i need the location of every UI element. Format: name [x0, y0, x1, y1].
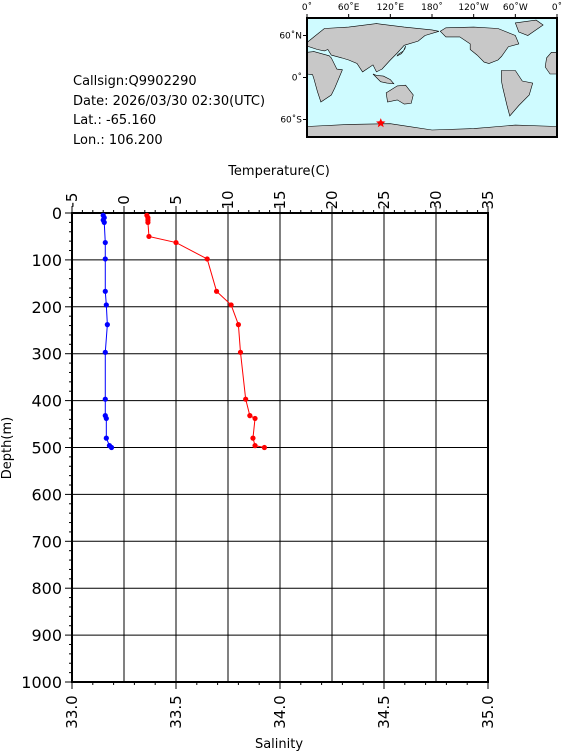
salinity-point [104, 322, 110, 328]
salinity-profile-line [102, 215, 112, 448]
salinity-point [102, 349, 108, 355]
temperature-point [204, 256, 210, 262]
depth-tick-label: 600 [31, 485, 62, 504]
temperature-tick-label: 15 [271, 190, 289, 209]
chart-series [100, 212, 267, 451]
callsign-text: Callsign:Q9902290 [73, 74, 197, 89]
map-lon-label: 60˚E [338, 2, 360, 13]
map-lat-label: 60˚S [280, 115, 302, 126]
temperature-profile-line [146, 215, 265, 448]
salinity-point [103, 415, 109, 422]
temperature-point [261, 444, 267, 451]
temperature-point [252, 415, 258, 422]
temperature-point [243, 396, 249, 402]
temperature-axis-label: Temperature(C) [227, 164, 330, 179]
latitude-text: Lat.: -65.160 [73, 113, 157, 128]
temperature-point [146, 233, 152, 240]
depth-tick-label: 700 [31, 532, 62, 551]
temperature-point [228, 302, 234, 308]
salinity-point [102, 396, 108, 402]
japan-landmass [396, 45, 406, 57]
temperature-point [235, 322, 241, 328]
depth-tick-label: 300 [31, 345, 62, 364]
temperature-tick-label: 20 [323, 190, 341, 209]
eurasia-landmass [306, 23, 440, 73]
map-lat-label: 0˚ [292, 73, 302, 84]
salinity-point [102, 256, 108, 262]
temperature-point [252, 443, 258, 449]
temperature-point [213, 288, 220, 294]
map-lon-label: 60˚W [503, 2, 528, 13]
chart-axes: -5 0 5 10 15 20 25 30 35010020030040050060070080… [21, 190, 497, 728]
greenland-landmass [514, 19, 544, 36]
chart-grid [72, 213, 488, 682]
longitude-text: Lon.: 106.200 [73, 132, 163, 148]
salinity-point [101, 219, 107, 225]
north-america-landmass [439, 26, 520, 64]
date-text: Date: 2026/03/30 02:30(UTC) [73, 93, 266, 109]
temperature-point [247, 413, 253, 419]
salinity-point [102, 288, 108, 294]
salinity-tick-label: 33.5 [167, 695, 185, 728]
plot-frame [71, 212, 489, 683]
salinity-tick-label: 34.0 [271, 695, 289, 728]
map-lon-label: 120˚E [377, 2, 405, 13]
temperature-tick-label: 35 [479, 190, 497, 209]
temperature-tick-label: -5 [63, 193, 81, 208]
salinity-axis-label: Salinity [255, 737, 303, 751]
map-lon-label: 0˚ [552, 2, 562, 13]
south-america-landmass [501, 70, 534, 117]
africa-landmass [306, 51, 343, 103]
salinity-tick-label: 34.5 [375, 695, 393, 728]
depth-tick-label: 200 [31, 298, 62, 317]
salinity-point [108, 444, 115, 451]
temperature-tick-label: 10 [219, 190, 237, 209]
station-marker-star-icon [376, 118, 386, 128]
indonesia-landmass [372, 73, 395, 85]
temperature-tick-label: 30 [427, 190, 445, 209]
temperature-point [237, 349, 244, 355]
salinity-point [103, 435, 109, 441]
depth-tick-label: 1000 [21, 673, 62, 692]
temperature-point [250, 435, 256, 441]
temperature-tick-label: 25 [375, 190, 393, 209]
depth-tick-label: 900 [31, 626, 62, 645]
depth-tick-label: 800 [31, 579, 62, 598]
temperature-tick-label: 5 [167, 195, 185, 205]
temperature-point [145, 219, 151, 225]
salinity-tick-label: 33.0 [63, 695, 81, 728]
depth-axis-label: Depth(m) [0, 417, 15, 479]
temperature-point [173, 239, 179, 246]
salinity-tick-label: 35.0 [479, 695, 497, 728]
depth-tick-label: 100 [31, 251, 62, 270]
map-lon-label: 0˚ [302, 2, 312, 13]
australia-landmass [385, 84, 414, 105]
station-info: Callsign:Q9902290 Date: 2026/03/30 02:30… [73, 72, 265, 150]
depth-tick-label: 500 [31, 439, 62, 458]
depth-tick-label: 0 [52, 204, 62, 223]
map-lon-label: 120˚W [458, 2, 489, 13]
map-lon-label: 180˚ [421, 2, 443, 13]
salinity-point [102, 239, 108, 246]
salinity-point [103, 302, 109, 308]
depth-tick-label: 400 [31, 392, 62, 411]
temperature-tick-label: 0 [115, 195, 133, 205]
map-lat-label: 60˚N [279, 31, 302, 42]
